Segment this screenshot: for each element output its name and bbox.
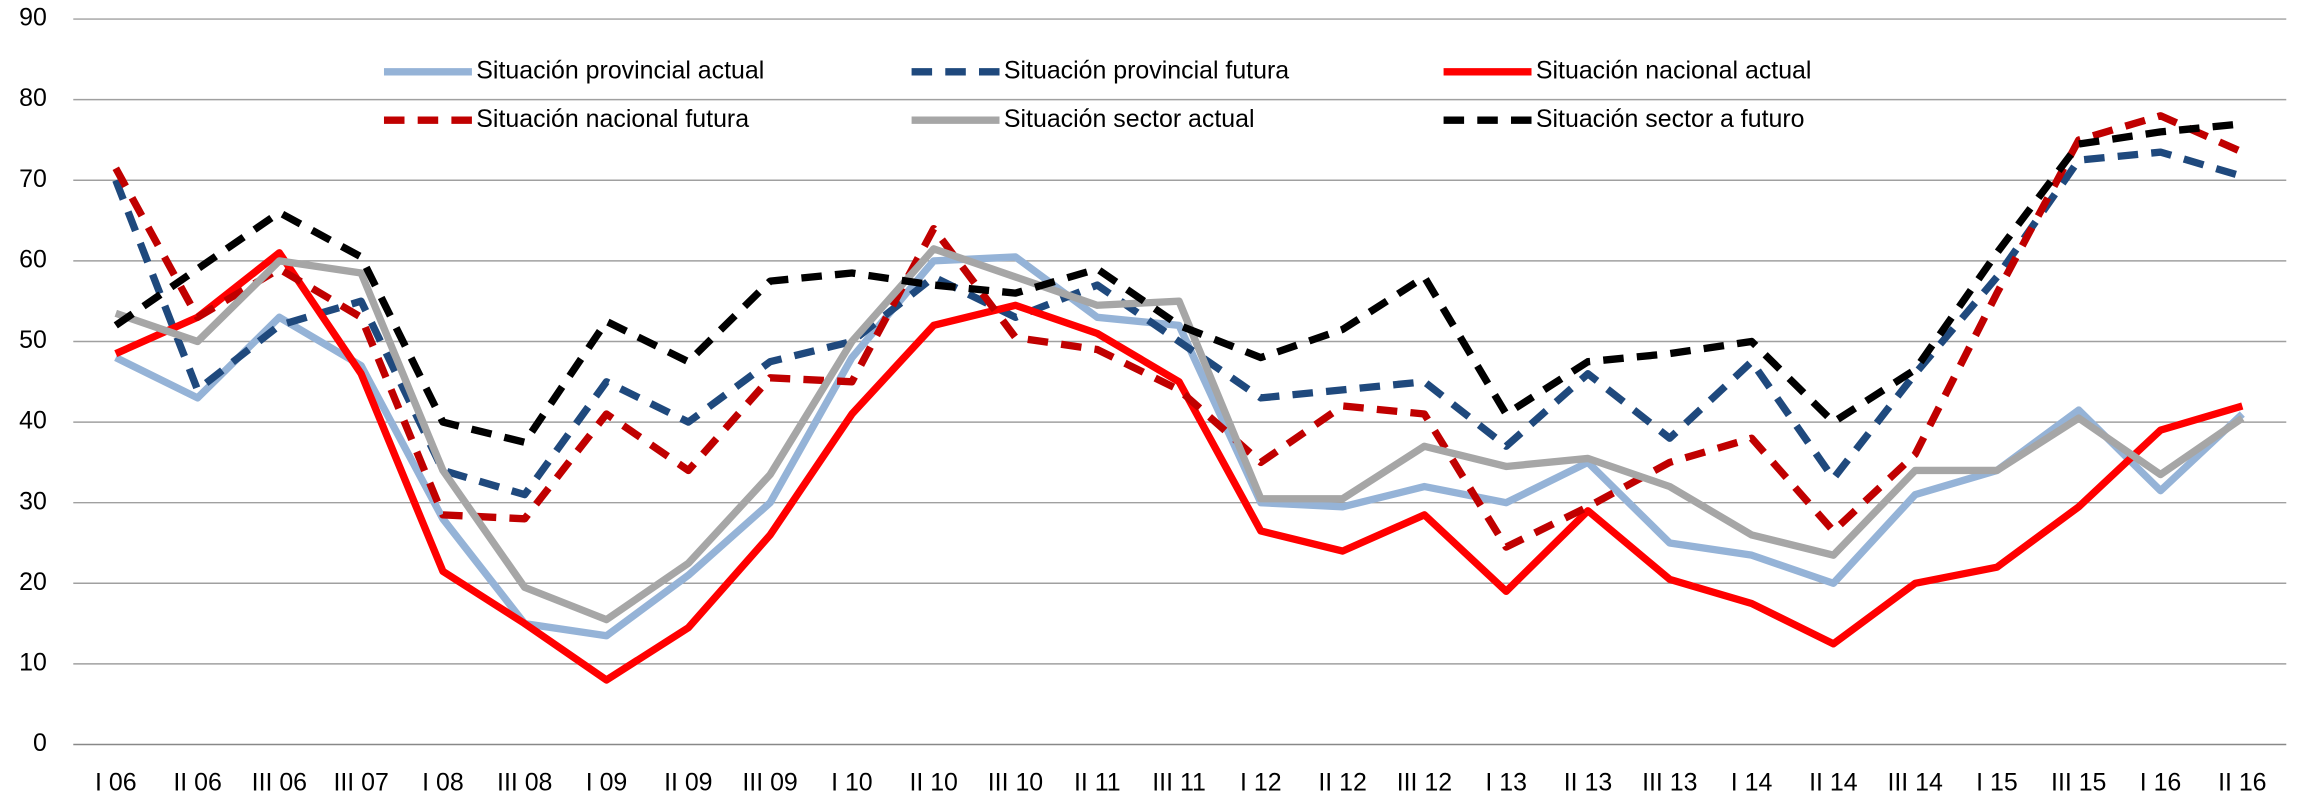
series-line	[114, 249, 2244, 684]
x-tick-label: III 06	[252, 769, 307, 797]
x-tick-label: I 06	[95, 769, 137, 797]
x-tick-label: III 11	[1152, 769, 1206, 797]
series-line	[112, 148, 2244, 499]
x-tick-label: II 14	[1809, 769, 1858, 797]
x-tick-label: I 13	[1485, 769, 1527, 797]
y-tick-label: 90	[19, 4, 47, 32]
legend-label: Situación sector a futuro	[1536, 105, 1805, 133]
x-tick-label: II 06	[173, 769, 221, 797]
x-tick-label: III 14	[1887, 769, 1943, 797]
legend-label: Situación provincial futura	[1004, 56, 1289, 84]
series-line	[114, 245, 2245, 624]
y-tick-label: 80	[19, 84, 47, 112]
series-line	[113, 120, 2243, 446]
x-tick-label: II 09	[664, 769, 712, 797]
x-tick-label: III 12	[1397, 769, 1452, 797]
y-tick-label: 20	[19, 568, 47, 596]
x-tick-label: III 15	[2051, 769, 2106, 797]
x-tick-label: I 09	[586, 769, 628, 797]
y-tick-label: 40	[19, 407, 47, 435]
x-tick-label: II 11	[1074, 769, 1121, 797]
x-tick-label: I 08	[422, 769, 464, 797]
y-tick-label: 30	[19, 487, 47, 515]
x-tick-label: II 16	[2218, 769, 2266, 797]
legend-label: Situación nacional actual	[1536, 56, 1812, 84]
x-tick-label: III 07	[333, 769, 388, 797]
legend-label: Situación nacional futura	[476, 105, 749, 133]
y-tick-label: 60	[19, 245, 47, 273]
x-tick-label: II 10	[909, 769, 957, 797]
series-line	[114, 253, 2245, 640]
x-tick-label: I 12	[1240, 769, 1282, 797]
x-tick-label: I 14	[1731, 769, 1773, 797]
x-tick-label: III 09	[742, 769, 797, 797]
y-tick-label: 50	[19, 326, 47, 354]
y-tick-label: 10	[19, 648, 47, 676]
x-tick-label: II 12	[1318, 769, 1366, 797]
y-tick-label: 0	[33, 729, 47, 757]
x-tick-label: III 13	[1642, 769, 1697, 797]
legend-label: Situación provincial actual	[476, 56, 764, 84]
x-tick-label: III 08	[497, 769, 552, 797]
x-tick-label: I 16	[2140, 769, 2182, 797]
y-tick-label: 70	[19, 165, 47, 193]
x-tick-label: I 10	[831, 769, 873, 797]
x-tick-label: II 13	[1564, 769, 1612, 797]
x-tick-label: I 15	[1976, 769, 2018, 797]
legend-label: Situación sector actual	[1004, 105, 1255, 133]
x-tick-label: III 10	[988, 769, 1043, 797]
